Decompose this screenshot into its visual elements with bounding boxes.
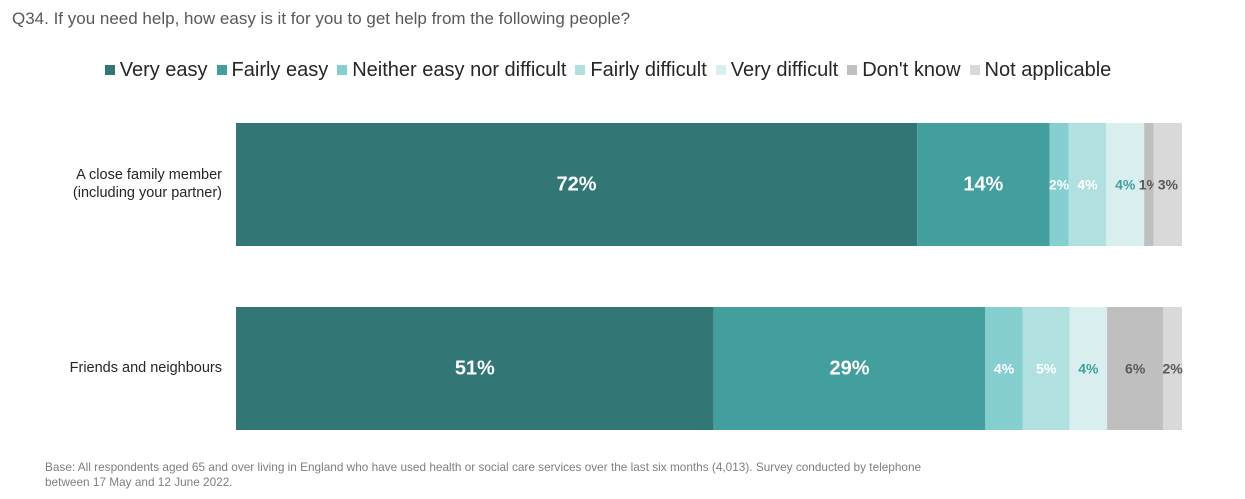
legend-label-5: Don't know: [862, 58, 961, 81]
bar-segment-1-6: [1163, 307, 1182, 430]
bar-segment-0-5: [1144, 123, 1154, 246]
data-label-0-3: 4%: [1077, 177, 1098, 193]
bar-segment-1-1: [713, 307, 986, 430]
bar-segment-1-0: [236, 307, 714, 430]
chart-title: Q34. If you need help, how easy is it fo…: [12, 9, 631, 28]
legend-label-2: Neither easy nor difficult: [352, 58, 567, 81]
bar-segment-1-2: [985, 307, 1023, 430]
data-label-1-2: 4%: [994, 361, 1015, 377]
footnote-line-2: between 17 May and 12 June 2022.: [45, 475, 233, 489]
data-label-0-2: 2%: [1049, 177, 1070, 193]
bar-segment-0-4: [1106, 123, 1145, 246]
legend-label-0: Very easy: [119, 58, 208, 81]
legend-swatch-1: [216, 65, 227, 75]
footnote: Base: All respondents aged 65 and over l…: [45, 460, 1045, 490]
category-label-family-line1: A close family member: [76, 167, 222, 183]
footnote-line-1: Base: All respondents aged 65 and over l…: [45, 460, 922, 474]
legend-item-5: Don't know: [847, 58, 961, 82]
legend-label-6: Not applicable: [984, 58, 1112, 81]
bar-segment-0-6: [1153, 123, 1182, 246]
bar-segment-1-3: [1022, 307, 1070, 430]
category-label-friends: Friends and neighbours: [20, 359, 222, 377]
category-label-family-line2: (including your partner): [72, 185, 222, 201]
data-label-0-1: 14%: [963, 174, 1003, 196]
bar-segment-1-4: [1069, 307, 1108, 430]
data-label-1-1: 29%: [829, 358, 869, 380]
legend-swatch-3: [575, 65, 586, 75]
legend-item-3: Fairly difficult: [575, 58, 707, 82]
legend-label-1: Fairly easy: [231, 58, 329, 81]
data-label-0-0: 72%: [557, 174, 597, 196]
data-label-1-4: 4%: [1078, 361, 1099, 377]
legend-item-2: Neither easy nor difficult: [337, 59, 566, 82]
bar-segment-1-5: [1107, 307, 1164, 430]
data-label-1-0: 51%: [455, 358, 495, 380]
data-label-0-6: 3%: [1158, 177, 1179, 193]
legend-item-1: Fairly easy: [216, 58, 329, 82]
data-label-1-3: 5%: [1036, 361, 1057, 377]
bar-segment-0-2: [1049, 123, 1069, 246]
legend: Very easy Fairly easy Neither easy nor dif…: [0, 58, 1216, 82]
category-label-family: A close family member (including your pa…: [20, 166, 222, 202]
legend-swatch-0: [104, 65, 115, 75]
legend-label-3: Fairly difficult: [590, 58, 707, 81]
legend-item-6: Not applicable: [969, 58, 1112, 82]
data-label-0-4: 4%: [1115, 177, 1136, 193]
bar-segment-0-0: [236, 123, 918, 246]
legend-label-4: Very difficult: [730, 58, 839, 81]
legend-swatch-2: [337, 65, 348, 75]
category-label-friends-line1: Friends and neighbours: [69, 360, 222, 376]
bar-segment-0-3: [1068, 123, 1107, 246]
legend-swatch-6: [969, 65, 980, 75]
legend-swatch-5: [847, 65, 858, 75]
legend-swatch-4: [715, 65, 726, 75]
legend-item-4: Very difficult: [715, 58, 839, 82]
legend-item-0: Very easy: [104, 58, 208, 82]
data-label-1-6: 2%: [1163, 361, 1184, 377]
bar-segment-0-1: [917, 123, 1050, 246]
data-label-1-5: 6%: [1125, 361, 1146, 377]
